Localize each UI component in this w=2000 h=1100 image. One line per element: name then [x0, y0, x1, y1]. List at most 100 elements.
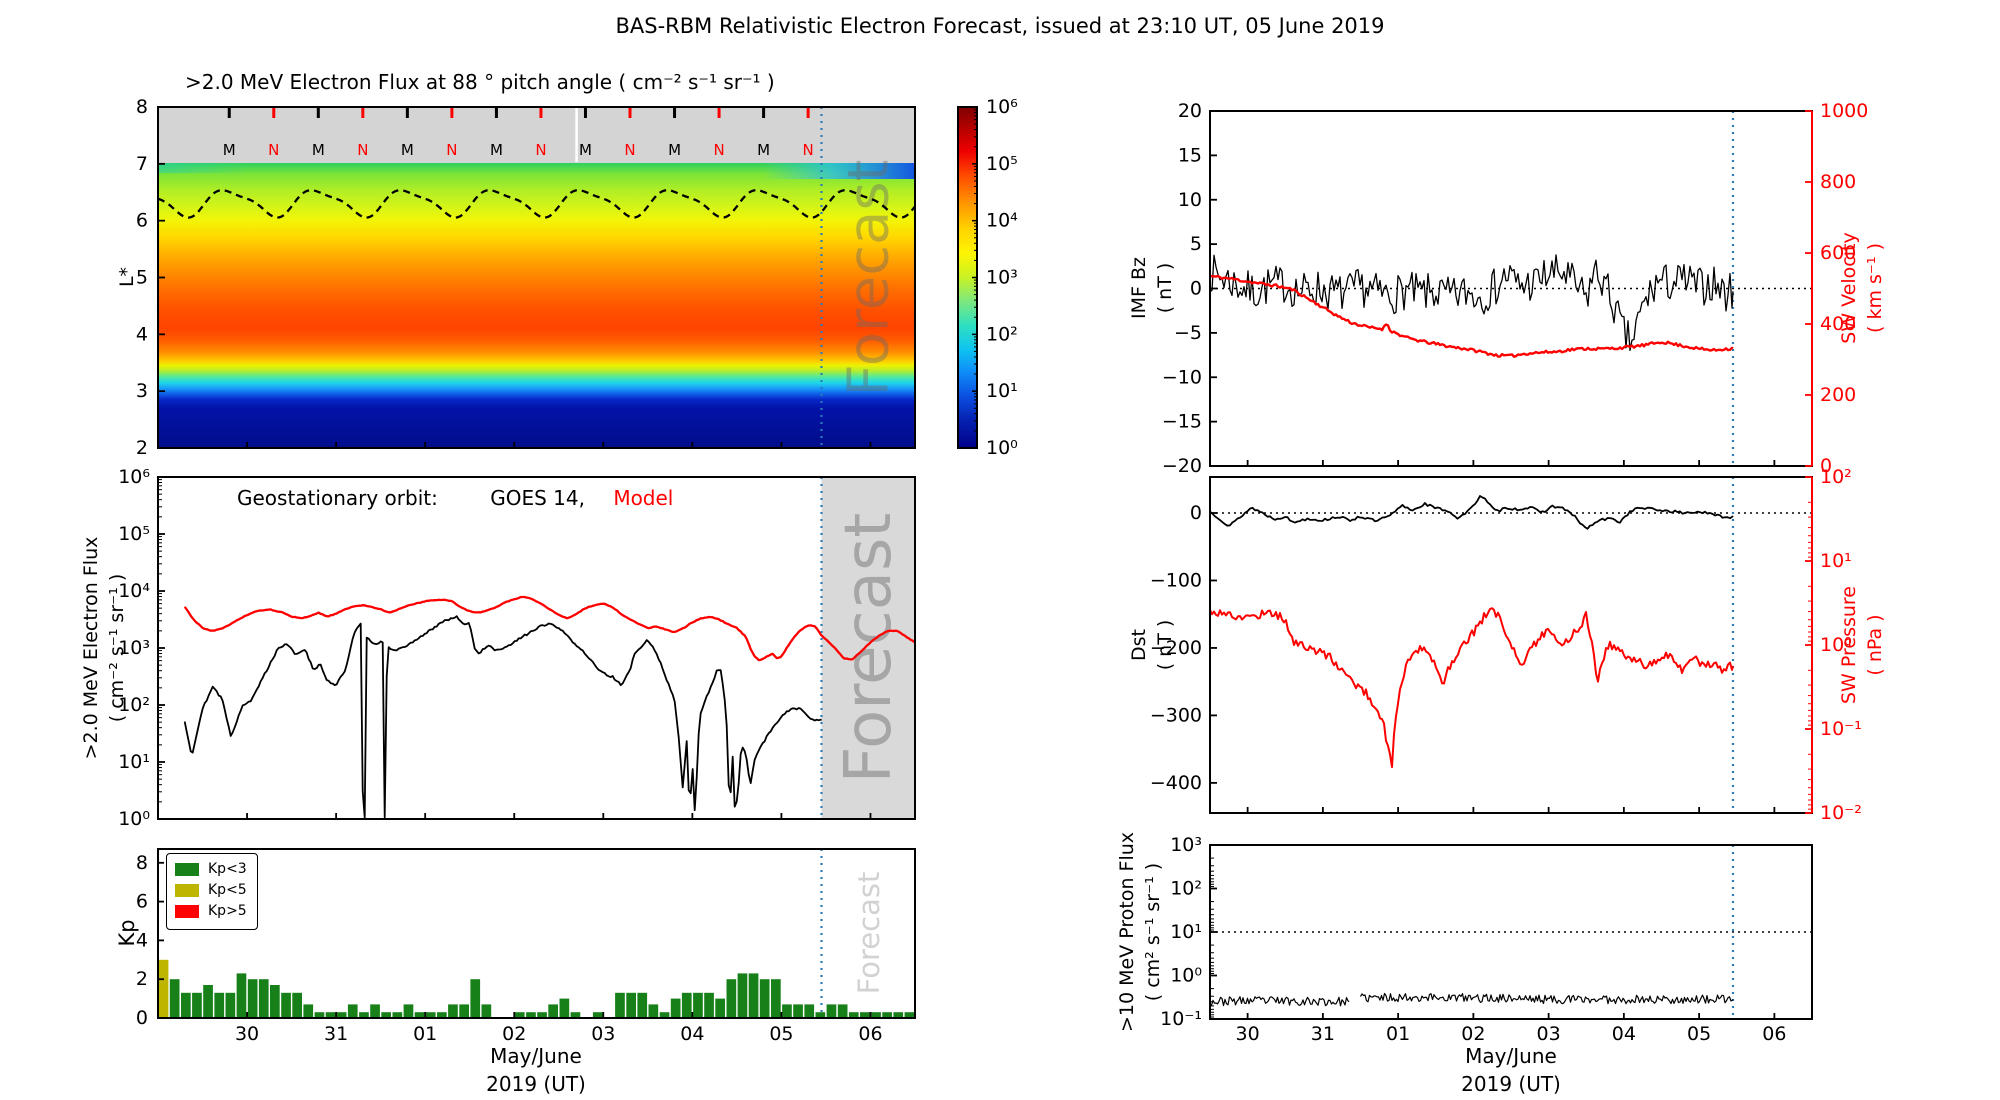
pressure-tick-label: 10² — [1820, 466, 1852, 488]
kp-mid-label: Kp<5 — [208, 882, 247, 898]
kp-tick-label: 6 — [136, 891, 148, 913]
kp-bar — [748, 973, 759, 1018]
kp-bar — [381, 1012, 391, 1018]
dst-tick-label: −100 — [1150, 569, 1202, 591]
flux-tick-label: 10¹ — [118, 751, 150, 773]
kp-bar — [771, 979, 781, 1018]
proton-tick-label: 10¹ — [1170, 921, 1202, 943]
midnight-label: N — [446, 141, 457, 159]
kp-low-label: Kp<3 — [208, 861, 247, 877]
heatmap-topright-dropout — [763, 163, 915, 179]
kp-tick-label: 4 — [136, 929, 148, 951]
kp-bar — [726, 979, 737, 1018]
kp-bar — [203, 985, 213, 1018]
kp-bar — [303, 1004, 314, 1018]
flux-legend-goes: GOES 14, — [490, 486, 585, 510]
colorbar-tick-label: 10³ — [986, 266, 1018, 288]
left-xaxis-year: 2019 (UT) — [486, 1072, 586, 1096]
flux-tick-label: 10⁴ — [118, 580, 150, 602]
left-day-label: 03 — [591, 1023, 615, 1045]
right-day-label: 31 — [1311, 1023, 1335, 1045]
flux-forecast-region — [821, 478, 914, 818]
right-day-label: 02 — [1461, 1023, 1485, 1045]
kp-bar — [804, 1004, 815, 1018]
dst-tick-label: −300 — [1150, 704, 1202, 726]
left-day-label: 06 — [858, 1023, 882, 1045]
noon-label: M — [223, 141, 236, 159]
right-day-label: 05 — [1687, 1023, 1711, 1045]
noon-label: M — [757, 141, 770, 159]
kp-bar — [548, 1004, 558, 1018]
orbit-lstar-dashed-line — [157, 189, 916, 219]
lstar-tick-label: 4 — [136, 323, 148, 345]
lstar-tick-label: 7 — [136, 153, 148, 175]
right-day-label: 04 — [1612, 1023, 1636, 1045]
lstar-tick-label: 6 — [136, 210, 148, 232]
kp-bar — [681, 992, 692, 1018]
lstar-heatmap — [158, 163, 915, 448]
velocity-tick-label: 600 — [1820, 242, 1856, 264]
kp-bar — [336, 1012, 347, 1018]
midnight-label: N — [803, 141, 814, 159]
colorbar-tick-label: 10⁶ — [986, 96, 1018, 118]
kp-bar — [693, 992, 703, 1018]
kp-bar — [626, 992, 636, 1018]
velocity-tick-label: 800 — [1820, 171, 1856, 193]
kp-bar — [737, 973, 748, 1018]
imf-tick-label: 20 — [1178, 100, 1202, 122]
kp-high-label: Kp>5 — [208, 903, 247, 919]
imf-tick-label: −10 — [1162, 366, 1202, 388]
kp-bar — [871, 1012, 881, 1018]
right-day-label: 06 — [1762, 1023, 1786, 1045]
imf-tick-label: 0 — [1190, 278, 1202, 300]
imf-tick-label: −20 — [1162, 455, 1202, 477]
kp-bar — [247, 979, 258, 1018]
kp-bar — [437, 1012, 447, 1018]
colorbar-tick-label: 10⁴ — [986, 210, 1018, 232]
kp-bar — [659, 1012, 670, 1018]
page-title: BAS-RBM Relativistic Electron Forecast, … — [615, 14, 1385, 38]
velocity-tick-label: 0 — [1820, 455, 1832, 477]
kp-bar — [292, 992, 302, 1018]
colorbar-tick-label: 10⁰ — [986, 437, 1018, 459]
imf-tick-label: −15 — [1162, 411, 1202, 433]
right-xaxis-label: May/June — [1465, 1044, 1557, 1068]
kp-bar — [793, 1004, 803, 1018]
kp-bar — [559, 998, 570, 1018]
kp-bar — [214, 992, 225, 1018]
lstar-tick-label: 8 — [136, 96, 148, 118]
kp-bar — [370, 1004, 380, 1018]
kp-bar — [192, 992, 202, 1018]
velocity-tick-label: 200 — [1820, 384, 1856, 406]
dst-curve — [1209, 495, 1734, 530]
kp-bar — [225, 992, 236, 1018]
kp-tick-label: 0 — [136, 1007, 148, 1029]
lstar-tick-label: 5 — [136, 266, 148, 288]
kp-legend-row-high: Kp>5 — [175, 903, 247, 919]
kp-tick-label: 2 — [136, 968, 148, 990]
kp-bar — [236, 973, 247, 1018]
kp-bar — [314, 1012, 325, 1018]
kp-bar — [670, 998, 681, 1018]
chart-over-layer: M M M M M M MN N N N N N N30 31 01 02 03 04 05 06 30 31 01 02 03… — [118, 96, 1868, 1045]
kp-bar — [893, 1012, 904, 1018]
kp-bar — [637, 992, 648, 1018]
imf-bz-curve — [1209, 254, 1734, 352]
flux-tick-label: 10⁶ — [118, 466, 150, 488]
pressure-tick-label: 10⁻² — [1820, 802, 1862, 824]
dst-tick-label: −400 — [1150, 772, 1202, 794]
kp-bar — [392, 1012, 403, 1018]
left-day-label: 30 — [235, 1023, 259, 1045]
proton-tick-label: 10⁰ — [1170, 965, 1202, 987]
midnight-label: N — [713, 141, 724, 159]
kp-bar — [715, 998, 725, 1018]
dst-tick-label: −200 — [1150, 637, 1202, 659]
heatmap-topband — [158, 107, 915, 163]
kp-forecast-watermark: Forecast — [852, 872, 886, 995]
kp-bar — [592, 1012, 603, 1018]
colorbar-tick-label: 10¹ — [986, 380, 1018, 402]
midnight-label: N — [268, 141, 279, 159]
left-day-label: 31 — [324, 1023, 348, 1045]
flux-frame — [157, 476, 916, 820]
kp-bar — [425, 1012, 436, 1018]
